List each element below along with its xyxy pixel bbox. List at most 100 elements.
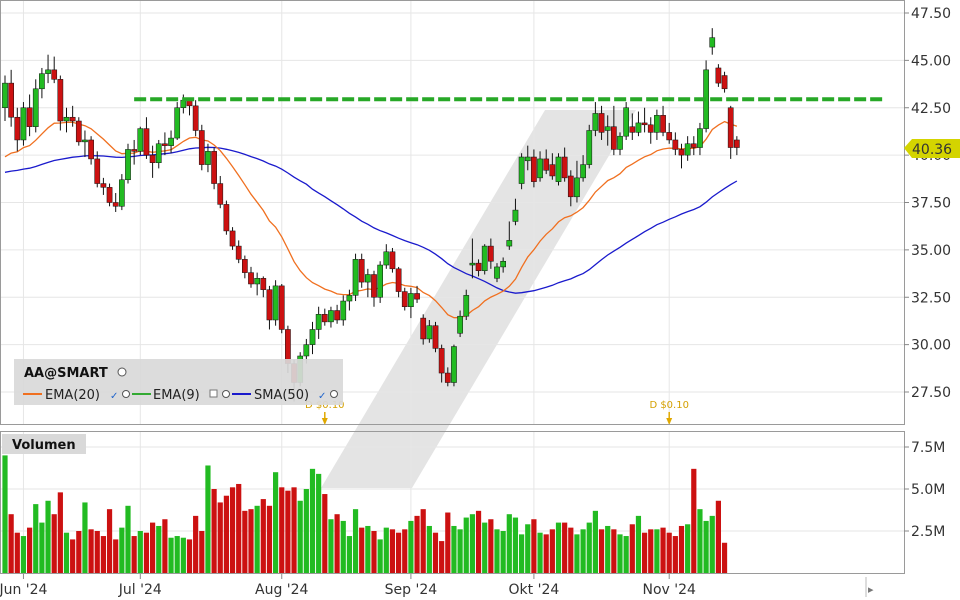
candle-body bbox=[401, 291, 408, 307]
candle bbox=[155, 139, 162, 169]
candle-body bbox=[180, 99, 187, 108]
volume-bar bbox=[666, 532, 672, 573]
candle-body bbox=[666, 132, 673, 141]
candle bbox=[580, 155, 586, 182]
volume-bar bbox=[549, 529, 555, 573]
volume-bar bbox=[691, 468, 697, 573]
volume-bar bbox=[223, 495, 229, 573]
candle-body bbox=[469, 262, 476, 266]
candle-body bbox=[734, 139, 740, 148]
candle bbox=[635, 111, 642, 137]
candle-body bbox=[149, 154, 156, 163]
candle bbox=[346, 289, 353, 311]
candle-body bbox=[272, 285, 279, 321]
candle bbox=[14, 107, 21, 152]
volume-bar bbox=[254, 505, 260, 573]
legend-ema20-check-icon[interactable]: ✓ bbox=[110, 391, 118, 402]
candle bbox=[137, 126, 144, 156]
candle-body bbox=[162, 143, 168, 146]
candle bbox=[45, 54, 51, 84]
candle-body bbox=[88, 139, 94, 160]
candle bbox=[211, 147, 217, 190]
candle-body bbox=[352, 259, 359, 296]
time-tick-label: Jun '24 bbox=[0, 582, 48, 598]
candle-body bbox=[512, 209, 519, 222]
legend-ema9-checkbox-icon[interactable] bbox=[209, 389, 218, 398]
candle-body bbox=[715, 67, 722, 84]
candle-body bbox=[580, 164, 586, 179]
legend-sma50-check-icon[interactable]: ✓ bbox=[318, 391, 326, 402]
legend-ema20-settings-icon[interactable] bbox=[122, 390, 130, 398]
volume-bar bbox=[611, 529, 617, 573]
volume-bar bbox=[88, 529, 94, 573]
candle bbox=[131, 139, 138, 165]
last-price-tag: 40.36 bbox=[904, 139, 960, 158]
volume-bar bbox=[531, 519, 537, 573]
volume-tick-label: 7.5M bbox=[911, 440, 945, 456]
candle-body bbox=[223, 204, 230, 232]
legend-sma50-settings-icon[interactable] bbox=[330, 390, 338, 398]
volume-tick-label: 2.5M bbox=[911, 524, 945, 540]
candle bbox=[235, 240, 242, 264]
volume-bar bbox=[408, 520, 414, 573]
legend-ema9-settings-icon[interactable] bbox=[222, 390, 230, 398]
candle bbox=[432, 321, 439, 353]
volume-bar bbox=[475, 510, 482, 573]
volume-bar bbox=[346, 536, 352, 573]
candle-body bbox=[69, 116, 76, 122]
candle-body bbox=[309, 329, 316, 345]
dividend-arrow-icon bbox=[321, 418, 328, 425]
volume-panel-border bbox=[0, 431, 905, 574]
volume-bar bbox=[291, 487, 297, 573]
candle bbox=[88, 136, 94, 165]
volume-bar bbox=[14, 532, 20, 573]
candle bbox=[125, 143, 131, 184]
volume-bar bbox=[8, 514, 14, 573]
volume-bar bbox=[180, 537, 186, 573]
watermark-logo bbox=[321, 110, 636, 488]
candle bbox=[119, 174, 125, 211]
candle-body bbox=[328, 310, 334, 323]
candle bbox=[549, 153, 556, 180]
volume-bar bbox=[162, 519, 168, 573]
candle-body bbox=[438, 348, 445, 374]
volume-bar bbox=[500, 531, 506, 573]
candle-body bbox=[690, 143, 697, 148]
candle-body bbox=[198, 130, 205, 165]
candle bbox=[463, 289, 470, 320]
candle bbox=[561, 147, 568, 182]
candle bbox=[371, 270, 377, 307]
candle bbox=[168, 130, 174, 154]
candle bbox=[242, 255, 248, 279]
candle-body bbox=[647, 124, 654, 133]
candle bbox=[488, 238, 494, 269]
candle bbox=[389, 247, 396, 273]
candle-body bbox=[524, 156, 531, 162]
candle bbox=[426, 319, 433, 343]
legend-ema20-label: EMA(20) bbox=[45, 388, 100, 403]
volume-bar bbox=[439, 541, 445, 573]
volume-axis: 7.5M 5.0M 2.5M bbox=[904, 440, 945, 540]
volume-bar bbox=[186, 539, 193, 573]
symbol-info-icon[interactable] bbox=[117, 367, 127, 377]
candle bbox=[494, 263, 500, 283]
candle-body bbox=[697, 128, 703, 148]
legend: AA@SMART EMA(20) ✓ EMA(9) SMA(50) ✓ bbox=[14, 359, 343, 405]
candle-body bbox=[285, 329, 291, 364]
volume-bar bbox=[562, 522, 568, 573]
candle bbox=[611, 105, 617, 156]
candle-body bbox=[266, 289, 273, 321]
scroll-right-icon[interactable]: ▸ bbox=[868, 583, 874, 596]
candle-body bbox=[432, 325, 439, 349]
volume-bar bbox=[242, 510, 248, 573]
candle bbox=[647, 117, 654, 144]
candle bbox=[248, 266, 254, 288]
price-tick-label: 27.50 bbox=[911, 385, 951, 401]
time-tick-label: Jul '24 bbox=[118, 582, 162, 598]
volume-bar bbox=[63, 532, 70, 573]
candle-body bbox=[408, 293, 414, 307]
candle-body bbox=[254, 278, 261, 285]
candle bbox=[500, 257, 506, 273]
candle bbox=[715, 64, 722, 87]
candle-body bbox=[389, 251, 396, 270]
